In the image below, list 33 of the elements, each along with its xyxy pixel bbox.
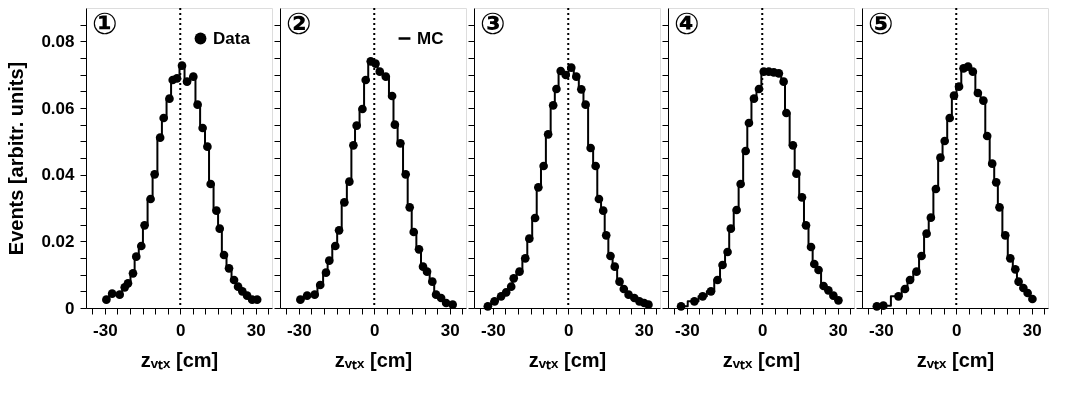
x-tick-label: 0	[952, 320, 962, 340]
x-tick-label: 30	[634, 320, 654, 340]
x-axis-title: zᵥₜₓ [cm]	[140, 348, 219, 371]
x-axis-title: zᵥₜₓ [cm]	[528, 348, 607, 371]
legend-label: Data	[213, 28, 251, 48]
y-tick-label: 0	[65, 298, 75, 318]
x-tick-label: 0	[370, 320, 380, 340]
annotation: ②	[286, 6, 312, 41]
x-tick-label: 30	[828, 320, 848, 340]
x-tick-label: 30	[246, 320, 266, 340]
annotation: ①	[92, 6, 118, 41]
x-tick-label: -30	[481, 320, 506, 340]
y-tick-label: 0.08	[41, 31, 75, 51]
annotation: ③	[480, 6, 506, 41]
y-tick-label: 0.02	[41, 231, 75, 251]
x-axis-title: zᵥₜₓ [cm]	[916, 348, 995, 371]
x-tick-label: -30	[287, 320, 312, 340]
x-tick-label: 30	[440, 320, 460, 340]
x-axis-title: zᵥₜₓ [cm]	[722, 348, 801, 371]
y-axis-title: Events [arbitr. units]	[5, 61, 28, 256]
annotation: ⑤	[868, 6, 894, 41]
y-tick-label: 0.04	[41, 165, 76, 185]
x-tick-label: 0	[758, 320, 768, 340]
x-tick-label: 30	[1022, 320, 1042, 340]
x-tick-label: 0	[564, 320, 574, 340]
x-axis-title: zᵥₜₓ [cm]	[334, 348, 413, 371]
x-tick-label: -30	[869, 320, 894, 340]
x-tick-label: -30	[675, 320, 700, 340]
x-tick-label: -30	[93, 320, 118, 340]
legend-label: MC	[417, 28, 444, 48]
annotation: ④	[674, 6, 700, 41]
x-tick-label: 0	[176, 320, 186, 340]
y-tick-label: 0.06	[41, 98, 75, 118]
